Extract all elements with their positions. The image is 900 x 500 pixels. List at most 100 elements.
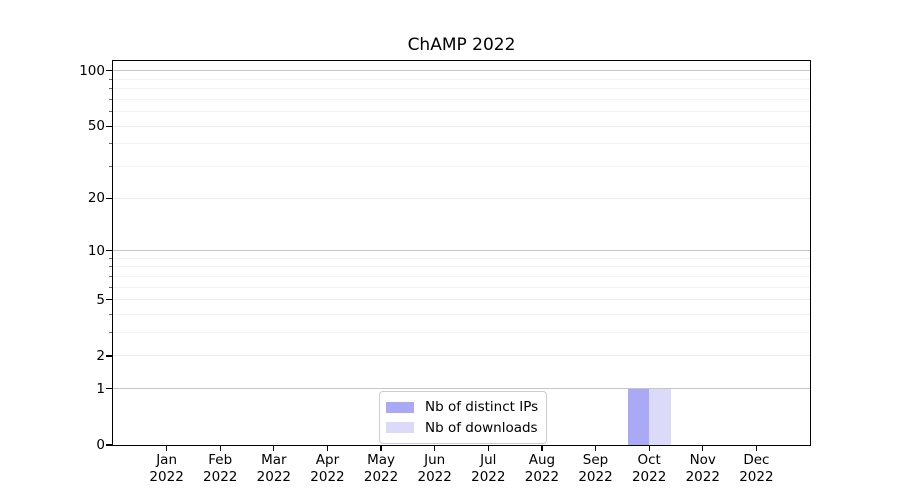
y-minor-tick-60 (108, 111, 112, 113)
x-tick-apr-2022 (326, 446, 329, 451)
y-tick-10 (106, 249, 112, 252)
x-tick-month: Aug (528, 452, 556, 468)
x-tick-jan-2022 (166, 446, 168, 451)
bar-oct-2022-nb-of-downloads (649, 388, 671, 445)
x-tick-year: 2022 (203, 468, 238, 485)
gridline-minor-y-4 (113, 314, 810, 315)
legend-label-nb-of-distinct-ips: Nb of distinct IPs (425, 399, 539, 416)
y-minor-tick-80 (108, 88, 112, 90)
x-tick-month: Nov (689, 452, 716, 468)
gridline-y-100 (113, 70, 810, 72)
y-tick-label-0: 0 (96, 437, 105, 453)
y-tick-0 (106, 444, 112, 446)
gridline-minor-y-90 (113, 78, 810, 80)
legend: Nb of distinct IPs Nb of downloads (379, 391, 547, 444)
x-tick-month: Mar (261, 452, 287, 468)
gridline-minor-y-8 (113, 266, 810, 268)
x-tick-may-2022 (380, 446, 382, 451)
gridline-y-5 (113, 299, 810, 301)
y-tick-label-20: 20 (87, 190, 105, 207)
y-minor-tick-4 (108, 314, 112, 315)
x-tick-month: Jul (480, 452, 497, 468)
x-tick-label-feb-2022: Feb 2022 (184, 452, 256, 485)
legend-entry-nb-of-downloads: Nb of downloads (386, 418, 538, 439)
x-tick-label-apr-2022: Apr 2022 (291, 452, 363, 485)
chart-title: ChAMP 2022 (407, 35, 516, 55)
x-tick-jun-2022 (434, 446, 436, 451)
x-tick-month: Dec (743, 452, 770, 468)
x-tick-year: 2022 (471, 468, 506, 485)
y-tick-label-5: 5 (96, 291, 105, 308)
x-tick-label-nov-2022: Nov 2022 (667, 452, 739, 485)
plot-area: 0 1 2 5 10 20 50 100 Jan 2022 Feb 2022 Mar 2022 Apr 202… (79, 60, 811, 485)
x-tick-year: 2022 (685, 468, 720, 485)
x-tick-month: Sep (582, 452, 609, 468)
y-tick-label-1: 1 (96, 380, 105, 397)
x-tick-label-aug-2022: Aug 2022 (506, 452, 578, 485)
y-minor-tick-30 (108, 166, 112, 168)
legend-label-nb-of-downloads: Nb of downloads (425, 419, 538, 436)
x-tick-year: 2022 (739, 468, 774, 485)
x-tick-year: 2022 (363, 468, 399, 485)
y-tick-label-2: 2 (96, 347, 105, 364)
gridline-minor-y-60 (113, 111, 810, 113)
x-tick-sep-2022 (594, 446, 597, 451)
gridline-y-1 (113, 388, 810, 390)
x-tick-label-mar-2022: Mar 2022 (238, 452, 310, 485)
x-tick-label-jan-2022: Jan 2022 (131, 452, 203, 485)
legend-swatch-nb-of-downloads (386, 422, 414, 434)
x-tick-month: Jun (424, 452, 446, 468)
gridline-minor-y-80 (113, 88, 810, 90)
y-minor-tick-90 (108, 78, 112, 80)
legend-swatch-nb-of-distinct-ips (386, 401, 414, 413)
x-tick-label-jun-2022: Jun 2022 (399, 452, 471, 485)
x-tick-year: 2022 (310, 468, 345, 485)
x-tick-year: 2022 (524, 468, 560, 485)
y-tick-5 (106, 299, 112, 301)
x-tick-year: 2022 (256, 468, 292, 485)
x-tick-month: Jan (156, 452, 178, 468)
x-tick-jul-2022 (487, 446, 489, 451)
y-minor-tick-40 (108, 143, 112, 145)
x-tick-dec-2022 (755, 446, 757, 451)
x-tick-label-oct-2022: Oct 2022 (613, 452, 685, 485)
x-tick-label-dec-2022: Dec 2022 (720, 452, 792, 485)
y-tick-label-100: 100 (79, 62, 105, 79)
x-tick-month: Oct (637, 452, 661, 468)
x-tick-month: Apr (315, 452, 340, 468)
x-tick-year: 2022 (417, 468, 452, 485)
x-tick-nov-2022 (702, 446, 704, 451)
y-minor-tick-70 (108, 98, 112, 100)
y-minor-tick-8 (108, 266, 112, 268)
x-tick-month: Feb (208, 452, 233, 468)
gridline-minor-y-3 (113, 332, 810, 334)
gridline-minor-y-30 (113, 166, 810, 168)
x-tick-oct-2022 (648, 446, 650, 451)
gridline-y-10 (113, 250, 810, 252)
x-tick-label-may-2022: May 2022 (345, 452, 417, 485)
x-tick-label-sep-2022: Sep 2022 (560, 452, 632, 485)
x-tick-label-jul-2022: Jul 2022 (452, 452, 524, 485)
y-minor-tick-7 (108, 275, 112, 277)
y-tick-label-10: 10 (87, 242, 105, 259)
x-tick-year: 2022 (578, 468, 613, 485)
legend-entry-nb-of-distinct-ips: Nb of distinct IPs (386, 397, 538, 418)
gridline-minor-y-6 (113, 286, 810, 288)
gridline-y-20 (113, 197, 810, 199)
x-tick-feb-2022 (219, 446, 221, 451)
y-tick-20 (106, 197, 112, 199)
gridline-y-2 (113, 355, 810, 357)
x-tick-year: 2022 (631, 468, 667, 485)
x-tick-aug-2022 (541, 446, 543, 451)
x-tick-year: 2022 (149, 468, 184, 485)
y-minor-tick-3 (108, 332, 112, 334)
y-tick-label-50: 50 (87, 118, 105, 135)
gridline-minor-y-40 (113, 143, 810, 145)
gridline-minor-y-7 (113, 275, 810, 277)
y-tick-50 (106, 125, 112, 127)
y-minor-tick-6 (108, 286, 112, 288)
bar-oct-2022-nb-of-distinct-ips (627, 388, 650, 445)
gridline-minor-y-9 (113, 257, 810, 259)
gridline-minor-y-70 (113, 98, 810, 100)
